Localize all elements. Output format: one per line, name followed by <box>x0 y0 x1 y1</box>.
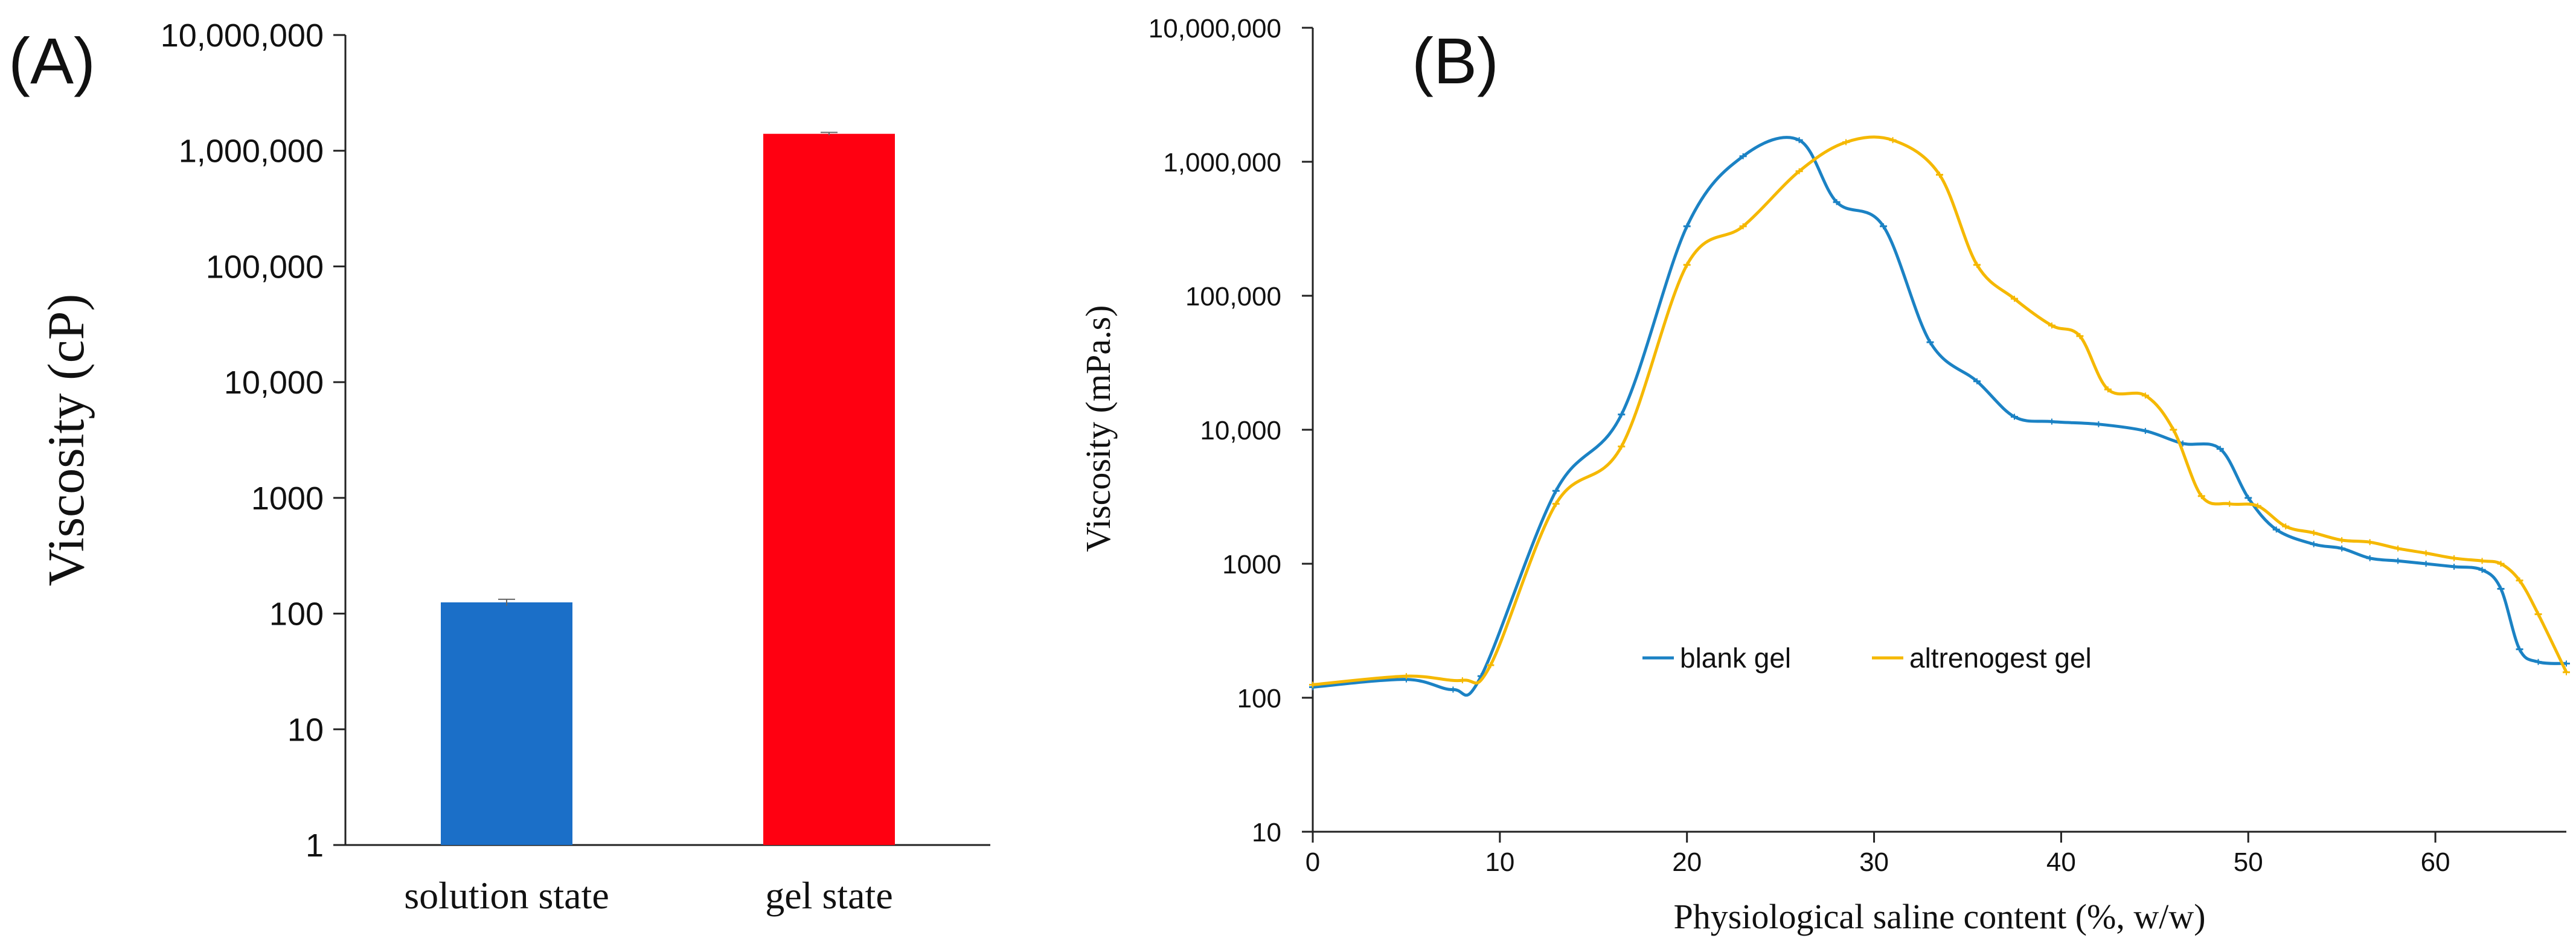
y-tick-label: 1,000,000 <box>1163 148 1281 177</box>
series-line-altrenogest-gel <box>1312 135 2568 686</box>
y-tick-label: 10,000 <box>1200 416 1281 445</box>
panel-b-viscosity-line-chart: (B)10100100010,000100,0001,000,00010,000… <box>1078 14 2570 936</box>
legend-label: altrenogest gel <box>1909 642 2092 674</box>
y-tick-label: 10 <box>1252 818 1281 847</box>
y-tick-label: 10,000,000 <box>1149 14 1281 43</box>
x-tick-label: 60 <box>2421 847 2450 877</box>
panel-label-b: (B) <box>1412 24 1499 97</box>
y-tick-label: 100 <box>269 596 324 633</box>
x-category-label: gel state <box>765 874 892 917</box>
x-category-label: solution state <box>404 874 609 917</box>
y-tick-label: 1000 <box>251 480 324 517</box>
panel-a-viscosity-bar-chart: (A) 1 10 100 1000 10,000 100,000 1,000,000 10,00… <box>8 18 990 917</box>
bar <box>763 133 895 845</box>
y-tick-label: 100,000 <box>206 249 324 285</box>
y-tick-label: 100 <box>1237 684 1281 713</box>
y-tick-label: 10 <box>287 712 324 748</box>
panel-label-a: (A) <box>8 24 95 97</box>
x-tick-label: 0 <box>1306 847 1320 877</box>
x-tick-label: 10 <box>1485 847 1514 877</box>
legend-label: blank gel <box>1680 642 1791 674</box>
y-axis-title: Viscosity (cP) <box>37 294 95 587</box>
y-axis-title: Viscosity (mPa.s) <box>1078 305 1118 552</box>
series-line-blank-gel <box>1312 136 2567 697</box>
bar <box>441 602 572 845</box>
y-tick-label: 10,000 <box>224 365 324 401</box>
x-tick-label: 30 <box>1859 847 1889 877</box>
y-tick-label: 10,000,000 <box>161 18 324 54</box>
x-tick-label: 40 <box>2046 847 2076 877</box>
x-tick-label: 20 <box>1672 847 1702 877</box>
x-axis-title: Physiological saline content (%, w/w) <box>1673 897 2205 936</box>
y-tick-label: 100,000 <box>1185 282 1281 311</box>
y-tick-label: 1,000,000 <box>179 133 324 170</box>
y-tick-label: 1000 <box>1222 550 1281 579</box>
x-tick-label: 50 <box>2234 847 2263 877</box>
y-tick-label: 1 <box>306 828 324 864</box>
